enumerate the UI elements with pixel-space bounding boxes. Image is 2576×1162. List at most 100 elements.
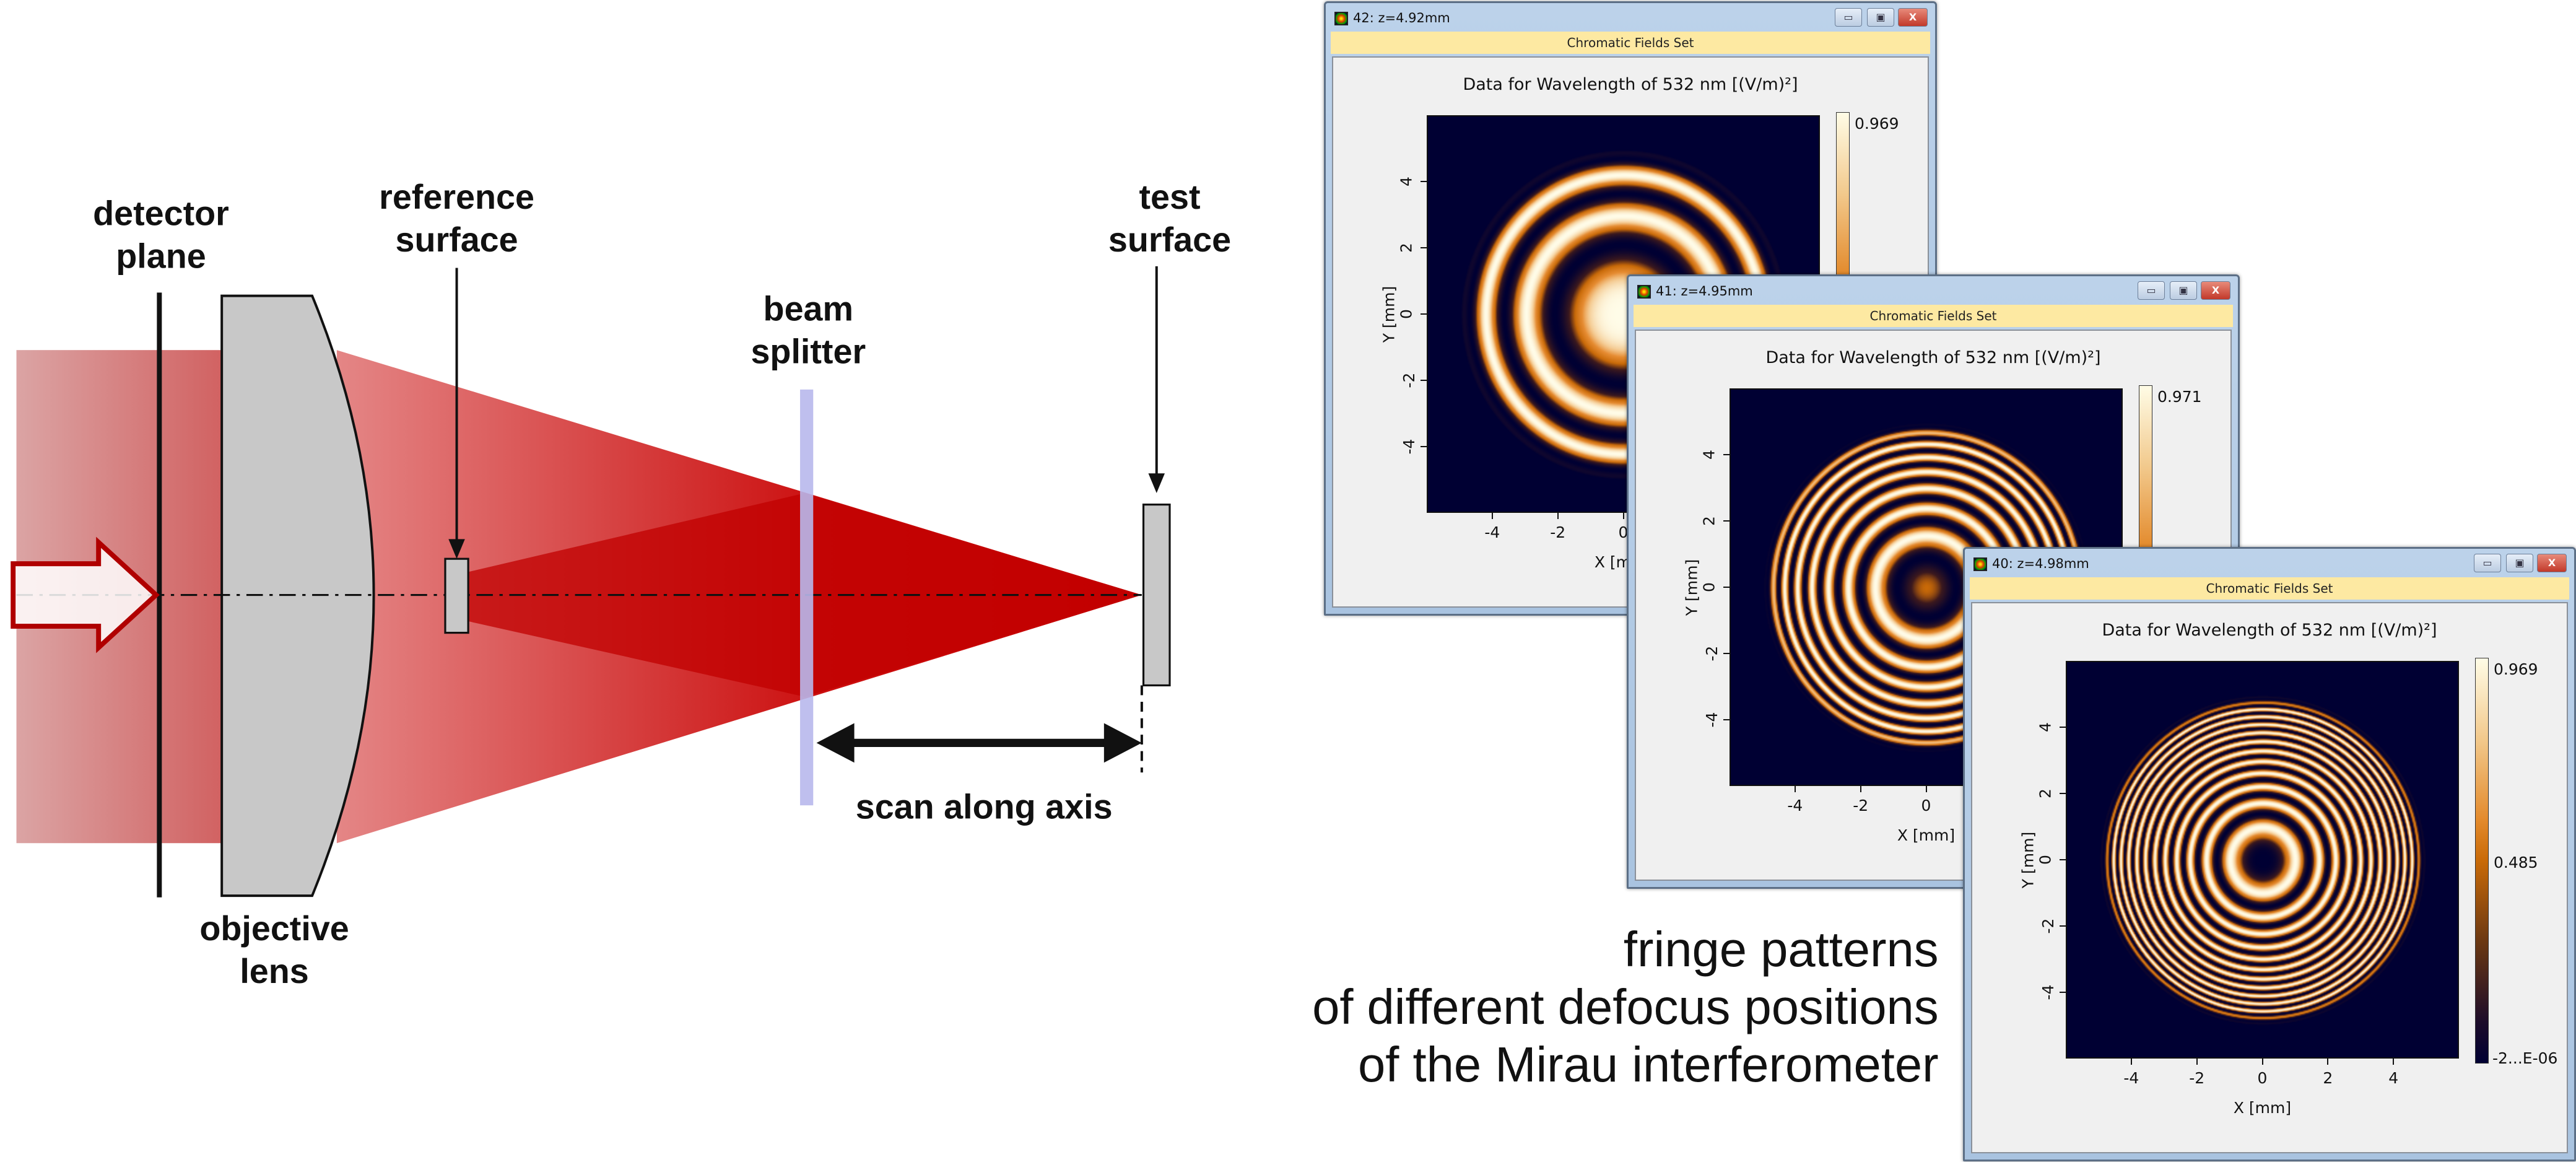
arrow-head-icon — [1148, 473, 1165, 494]
document-header: Chromatic Fields Set — [1970, 577, 2569, 600]
y-tick — [1421, 247, 1427, 248]
label-reference-surface-2: surface — [395, 221, 518, 259]
x-tick-label: -2 — [1550, 523, 1566, 541]
label-test-surface-2: surface — [1108, 221, 1231, 259]
y-tick — [1723, 653, 1730, 654]
y-tick-label: 4 — [1397, 177, 1416, 186]
colorbar — [2475, 658, 2489, 1064]
incoming-arrow-icon — [11, 536, 160, 653]
y-tick-label: 4 — [1700, 450, 1718, 460]
maximize-button[interactable]: ▣ — [2170, 281, 2197, 300]
close-button[interactable]: X — [1898, 8, 1928, 27]
close-button[interactable]: X — [2201, 281, 2230, 300]
fringe-window-3[interactable]: 40: z=4.98mm ▭ ▣ X Chromatic Fields Set … — [1963, 547, 2576, 1161]
y-tick-label: 2 — [1397, 243, 1416, 253]
y-tick — [2060, 925, 2066, 927]
plot-title: Data for Wavelength of 532 nm [(V/m)²] — [2102, 621, 2437, 640]
title-bar[interactable]: 41: z=4.95mm ▭ ▣ X — [1629, 276, 2238, 305]
title-bar[interactable]: 40: z=4.98mm ▭ ▣ X — [1965, 549, 2574, 577]
label-scan-along-axis: scan along axis — [856, 787, 1113, 826]
arrow-head-icon — [816, 723, 855, 763]
window-title: 41: z=4.95mm — [1656, 284, 1753, 299]
arrow-head-icon — [1103, 723, 1142, 763]
label-test-surface-1: test — [1139, 178, 1200, 216]
y-tick — [1723, 587, 1730, 588]
minimize-button[interactable]: ▭ — [1835, 8, 1862, 27]
x-tick-label: 0 — [1921, 797, 1931, 815]
plot-title: Data for Wavelength of 532 nm [(V/m)²] — [1765, 348, 2101, 367]
y-tick — [2060, 793, 2066, 794]
label-objective-lens-2: lens — [240, 952, 308, 990]
y-tick — [1723, 520, 1730, 522]
colorbar-max-label: 0.969 — [1855, 115, 1899, 133]
colorbar-max-label: 0.971 — [2157, 388, 2202, 406]
app-icon — [1973, 557, 1987, 571]
y-tick-label: -2 — [1702, 645, 1721, 662]
app-icon — [1637, 285, 1651, 299]
caption-line-3: of the Mirau interferometer — [1358, 1037, 1939, 1092]
x-tick-label: -2 — [1853, 797, 1869, 815]
x-tick — [1557, 513, 1559, 519]
y-tick — [1421, 446, 1427, 447]
colorbar-min-label: -2...E-06 — [2492, 1049, 2558, 1067]
label-beam-splitter-2: splitter — [751, 332, 866, 370]
maximize-button[interactable]: ▣ — [1867, 8, 1894, 27]
minimize-button[interactable]: ▭ — [2138, 281, 2165, 300]
close-button[interactable]: X — [2537, 554, 2567, 572]
y-tick — [2060, 727, 2066, 728]
arrow-head-icon — [448, 539, 465, 559]
x-tick — [2130, 1059, 2132, 1065]
y-tick-label: 0 — [2036, 855, 2055, 865]
x-tick — [1491, 513, 1493, 519]
plot-title: Data for Wavelength of 532 nm [(V/m)²] — [1463, 75, 1798, 94]
title-bar[interactable]: 42: z=4.92mm ▭ ▣ X — [1326, 3, 1935, 32]
colorbar-mid-label: 0.485 — [2494, 854, 2538, 872]
y-tick — [1421, 181, 1427, 182]
x-tick — [2196, 1059, 2198, 1065]
caption-line-1: fringe patterns — [1624, 922, 1939, 977]
y-tick-label: -2 — [1399, 372, 1418, 388]
y-tick-label: 2 — [1700, 516, 1718, 526]
plot-panel: Data for Wavelength of 532 nm [(V/m)²] 0… — [1971, 602, 2568, 1153]
label-detector-plane-1: detector — [93, 194, 229, 233]
x-tick — [2393, 1059, 2395, 1065]
x-tick — [1860, 786, 1861, 792]
x-axis-label: X [mm] — [2233, 1099, 2292, 1117]
beam-splitter — [800, 389, 814, 806]
x-tick-label: -4 — [1484, 523, 1500, 541]
label-reference-surface-1: reference — [379, 178, 534, 216]
y-tick — [2060, 859, 2066, 860]
fringe-image[interactable] — [2066, 661, 2459, 1059]
y-tick — [1723, 719, 1730, 720]
window-title: 42: z=4.92mm — [1353, 11, 1450, 25]
minimize-button[interactable]: ▭ — [2474, 554, 2501, 572]
y-tick-label: -4 — [1702, 712, 1721, 728]
x-tick-label: 2 — [2323, 1069, 2333, 1087]
app-icon — [1334, 12, 1348, 25]
x-tick-label: -2 — [2189, 1069, 2205, 1087]
maximize-button[interactable]: ▣ — [2506, 554, 2533, 572]
y-tick-label: 2 — [2036, 788, 2055, 798]
y-tick — [1723, 454, 1730, 455]
document-header: Chromatic Fields Set — [1634, 305, 2233, 327]
y-axis-label: Y [mm] — [1380, 286, 1398, 343]
window-title: 40: z=4.98mm — [1992, 556, 2089, 571]
x-tick — [2261, 1059, 2263, 1065]
y-tick-label: -4 — [1399, 439, 1418, 455]
document-header: Chromatic Fields Set — [1331, 32, 1930, 54]
x-tick-label: 4 — [2388, 1069, 2399, 1087]
x-axis-label: X [mm] — [1897, 826, 1956, 844]
x-tick-label: 0 — [2257, 1069, 2268, 1087]
y-tick-label: 0 — [1397, 309, 1416, 319]
label-detector-plane-2: plane — [116, 237, 206, 276]
x-tick — [1622, 513, 1624, 519]
y-tick-label: -2 — [2039, 918, 2057, 934]
caption-line-2: of different defocus positions — [1312, 979, 1939, 1034]
y-axis-label: Y [mm] — [2019, 831, 2037, 889]
colorbar-max-label: 0.969 — [2494, 660, 2538, 678]
x-tick — [1925, 786, 1927, 792]
y-tick — [2060, 992, 2066, 993]
x-tick-label: 0 — [1618, 523, 1629, 541]
reference-surface — [444, 557, 469, 634]
x-tick-label: -4 — [1787, 797, 1803, 815]
